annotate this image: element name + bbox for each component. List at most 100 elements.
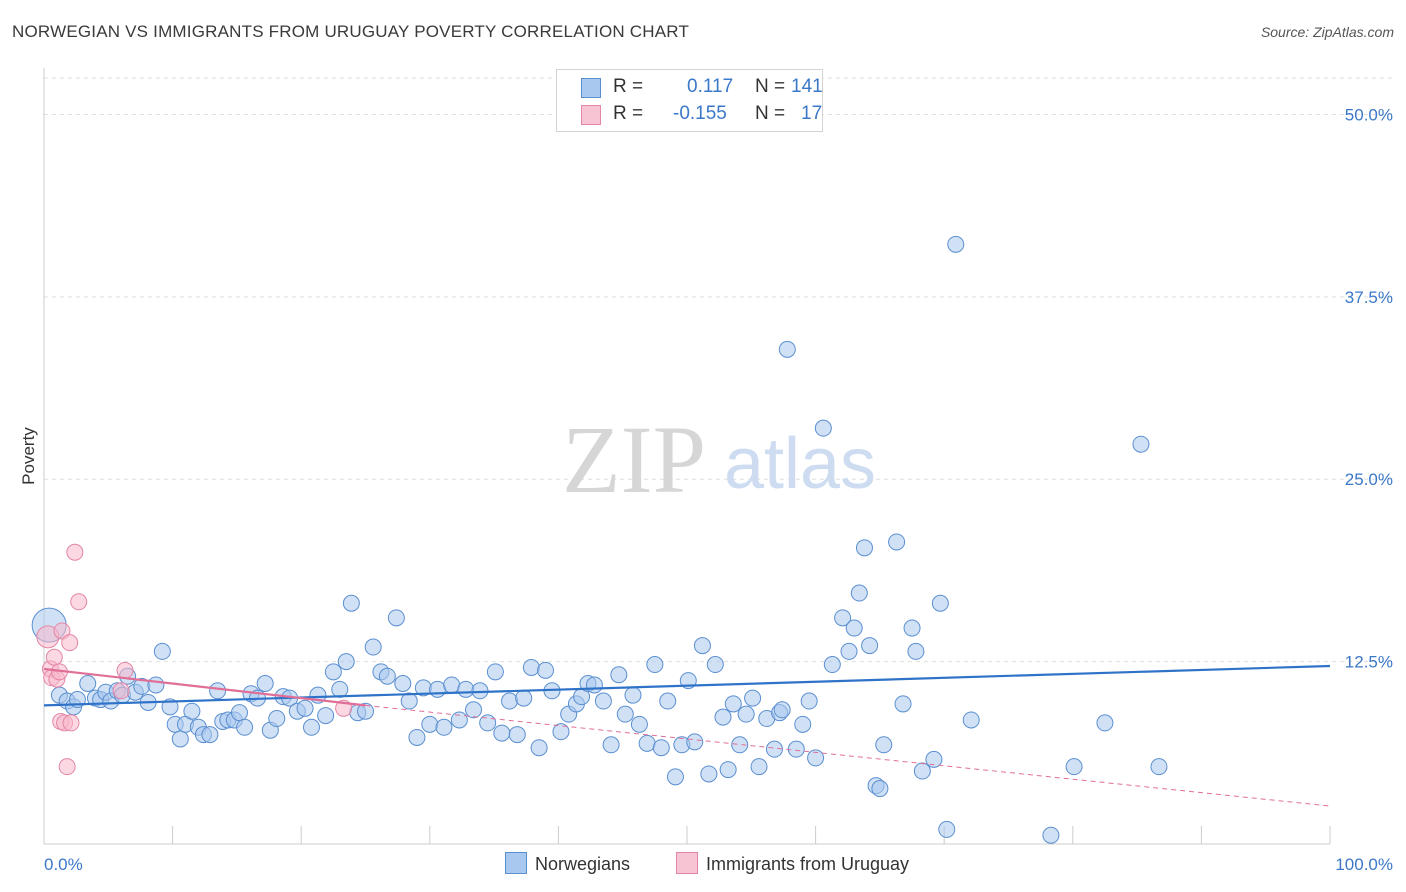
x-tick-labels: 0.0% 100.0% bbox=[44, 855, 1393, 874]
trend-line-uruguay bbox=[43, 667, 366, 707]
point-norwegians bbox=[337, 653, 355, 671]
point-norwegians bbox=[962, 711, 980, 729]
point-norwegians bbox=[1065, 758, 1083, 776]
point-norwegians bbox=[421, 715, 439, 733]
point-uruguay bbox=[53, 622, 71, 640]
legend-n-value: 17 bbox=[801, 103, 823, 124]
point-norwegians bbox=[201, 726, 219, 744]
point-norwegians bbox=[230, 704, 248, 722]
point-norwegians bbox=[903, 619, 921, 637]
point-norwegians bbox=[693, 637, 711, 655]
point-norwegians bbox=[1132, 435, 1150, 453]
point-norwegians bbox=[153, 642, 171, 660]
point-norwegians bbox=[508, 726, 526, 744]
point-norwegians bbox=[183, 702, 201, 720]
trend-line-norwegians bbox=[43, 664, 1331, 707]
point-norwegians bbox=[931, 594, 949, 612]
trend-line-uruguay-extended bbox=[365, 704, 1331, 807]
y-tick-label: 37.5% bbox=[1345, 288, 1393, 307]
point-norwegians bbox=[317, 707, 335, 725]
point-norwegians bbox=[871, 780, 889, 798]
point-norwegians bbox=[161, 698, 179, 716]
series-norwegians-points bbox=[31, 235, 1168, 844]
point-uruguay bbox=[112, 682, 130, 700]
point-norwegians bbox=[465, 701, 483, 719]
legend-swatch-pink bbox=[676, 852, 698, 874]
point-norwegians bbox=[342, 594, 360, 612]
point-uruguay bbox=[70, 593, 88, 611]
point-norwegians bbox=[765, 740, 783, 758]
point-uruguay bbox=[61, 634, 79, 652]
y-tick-label: 25.0% bbox=[1345, 470, 1393, 489]
point-norwegians bbox=[913, 762, 931, 780]
point-norwegians bbox=[807, 749, 825, 767]
point-norwegians bbox=[814, 419, 832, 437]
point-norwegians bbox=[493, 724, 511, 742]
x-tick-label-min: 0.0% bbox=[44, 855, 83, 874]
point-norwegians bbox=[331, 680, 349, 698]
point-norwegians bbox=[585, 676, 603, 694]
point-norwegians bbox=[79, 675, 97, 693]
point-norwegians bbox=[602, 736, 620, 754]
point-norwegians bbox=[435, 718, 453, 736]
point-norwegians bbox=[947, 235, 965, 253]
point-uruguay bbox=[58, 758, 76, 776]
point-norwegians bbox=[296, 699, 314, 717]
point-norwegians bbox=[773, 701, 791, 719]
point-norwegians bbox=[1150, 758, 1168, 776]
grid-lines bbox=[44, 77, 1392, 663]
point-norwegians bbox=[236, 718, 254, 736]
point-norwegians bbox=[724, 695, 742, 713]
point-norwegians bbox=[624, 686, 642, 704]
point-norwegians bbox=[719, 761, 737, 779]
point-norwegians bbox=[1096, 714, 1114, 732]
point-norwegians bbox=[850, 584, 868, 602]
point-norwegians bbox=[659, 692, 677, 710]
y-tick-label: 50.0% bbox=[1345, 105, 1393, 124]
y-tick-label: 12.5% bbox=[1345, 653, 1393, 672]
point-norwegians bbox=[737, 705, 755, 723]
legend-label-norwegians: Norwegians bbox=[535, 854, 631, 874]
point-norwegians bbox=[501, 692, 519, 710]
point-norwegians bbox=[778, 340, 796, 358]
point-norwegians bbox=[610, 666, 628, 684]
point-norwegians bbox=[268, 710, 286, 728]
point-norwegians bbox=[714, 708, 732, 726]
point-norwegians bbox=[861, 637, 879, 655]
stats-legend: R = 0.117 N = 141 R = -0.155 N = 17 bbox=[556, 69, 823, 132]
point-uruguay bbox=[45, 648, 63, 666]
legend-label-uruguay: Immigrants from Uruguay bbox=[706, 854, 910, 874]
point-norwegians bbox=[731, 736, 749, 754]
legend-item-norwegians: Norwegians bbox=[505, 852, 630, 875]
point-norwegians bbox=[787, 740, 805, 758]
point-norwegians bbox=[616, 705, 634, 723]
source-label: Source: ZipAtlas.com bbox=[1260, 24, 1394, 40]
point-norwegians bbox=[302, 718, 320, 736]
point-norwegians bbox=[147, 676, 165, 694]
y-tick-labels: 12.5% 25.0% 37.5% 50.0% bbox=[1345, 105, 1393, 671]
legend-swatch-pink bbox=[581, 105, 601, 125]
legend-swatch-blue bbox=[505, 852, 527, 874]
point-norwegians bbox=[594, 692, 612, 710]
point-norwegians bbox=[486, 663, 504, 681]
x-tick-label-max: 100.0% bbox=[1335, 855, 1393, 874]
watermark-atlas: atlas bbox=[724, 424, 876, 504]
point-norwegians bbox=[638, 734, 656, 752]
point-norwegians bbox=[875, 736, 893, 754]
series-uruguay-points bbox=[36, 543, 353, 776]
legend-r-value: -0.155 bbox=[673, 103, 727, 124]
point-norwegians bbox=[387, 609, 405, 627]
point-uruguay bbox=[66, 543, 84, 561]
point-norwegians bbox=[700, 765, 718, 783]
point-norwegians bbox=[686, 733, 704, 751]
axes bbox=[43, 68, 1331, 845]
point-norwegians bbox=[429, 680, 447, 698]
point-norwegians bbox=[171, 730, 189, 748]
point-uruguay bbox=[116, 661, 134, 679]
point-norwegians bbox=[794, 715, 812, 733]
point-norwegians bbox=[907, 642, 925, 660]
legend-item-uruguay: Immigrants from Uruguay bbox=[676, 852, 909, 875]
point-norwegians bbox=[530, 739, 548, 757]
point-norwegians bbox=[394, 675, 412, 693]
